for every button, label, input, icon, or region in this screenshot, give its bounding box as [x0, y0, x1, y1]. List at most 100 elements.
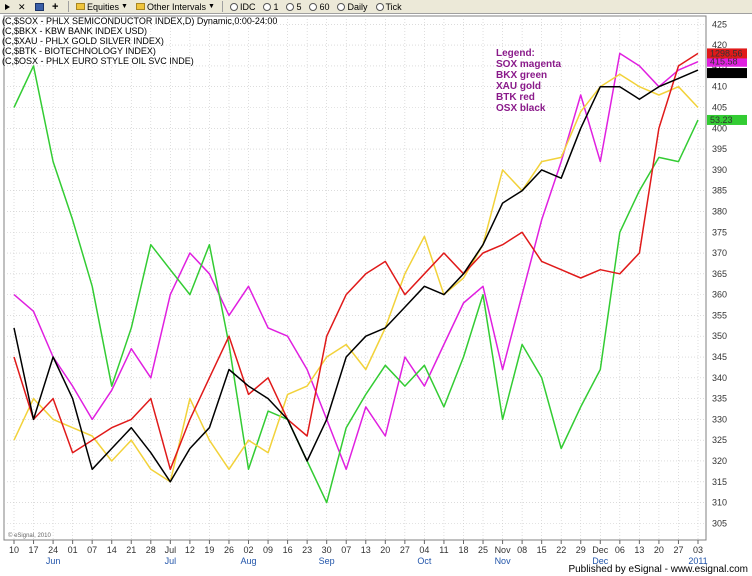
x-month-label: Aug — [241, 556, 257, 566]
legend-entry: OSX black — [496, 103, 546, 114]
x-tick-label: 23 — [302, 545, 312, 555]
y-tick-label: 310 — [712, 498, 727, 508]
series-line-xau — [13, 73, 699, 483]
x-tick-label: 26 — [224, 545, 234, 555]
toolbar-item-60[interactable]: 60 — [306, 1, 332, 13]
x-tick-label: Nov — [495, 545, 512, 555]
toolbar-item-label: 5 — [296, 1, 302, 12]
x-tick-label: 25 — [478, 545, 488, 555]
y-tick-label: 400 — [712, 123, 727, 133]
close-icon: ✕ — [18, 1, 26, 12]
x-tick-label: 29 — [576, 545, 586, 555]
x-tick-label: 19 — [204, 545, 214, 555]
chart: 305 310 315 320 325 330 335 340 345 350 355 360 365 3… — [2, 15, 748, 575]
clock-icon — [286, 2, 295, 11]
x-tick-label: 27 — [400, 545, 410, 555]
y-tick-label: 385 — [712, 186, 727, 196]
clock-icon — [229, 2, 238, 11]
add-icon: + — [52, 0, 59, 13]
toolbar-item-1[interactable]: 1 — [260, 1, 281, 13]
value-tag-bkx — [707, 114, 747, 125]
series-line-osx — [13, 69, 699, 483]
y-tick-label: 390 — [712, 165, 727, 175]
dropdown-caret-icon: ▼ — [208, 3, 215, 10]
legend-entry: BKX green — [496, 70, 547, 81]
value-tag-label: 1298.56 — [710, 48, 743, 58]
y-tick-label: 320 — [712, 456, 727, 466]
x-tick-label: 16 — [283, 545, 293, 555]
x-month-label: Sep — [319, 556, 335, 566]
header-line: (C,$XAU - PHLX GOLD SILVER INDEX) — [2, 36, 164, 46]
x-month-label: 2011 — [688, 556, 707, 566]
y-tick-label: 355 — [712, 310, 727, 320]
x-month-label: Jun — [46, 556, 61, 566]
clock-icon — [337, 2, 346, 11]
x-month-label: Dec — [592, 556, 609, 566]
arrow-icon — [5, 3, 10, 10]
y-tick-label: 420 — [712, 40, 727, 50]
y-tick-label: 365 — [712, 269, 727, 279]
toolbar-item-5[interactable]: 5 — [283, 1, 304, 13]
x-tick-label: 08 — [517, 545, 527, 555]
folder-icon — [76, 3, 85, 10]
toolbar-item-label: 60 — [319, 1, 330, 12]
x-tick-label: 12 — [185, 545, 195, 555]
header-line: (C,$SOX - PHLX SEMICONDUCTOR INDEX,D) Dy… — [2, 16, 277, 26]
watermark: © eSignal, 2010 — [8, 532, 51, 539]
x-tick-label: 21 — [126, 545, 136, 555]
header-line: (C,$BTK - BIOTECHNOLOGY INDEX) — [2, 46, 156, 56]
x-tick-label: 14 — [107, 545, 117, 555]
x-tick-label: 04 — [419, 545, 429, 555]
toolbar-item-idc[interactable]: IDC — [227, 1, 259, 13]
y-tick-label: 375 — [712, 227, 727, 237]
toolbar-item-label: Daily — [347, 1, 368, 12]
toolbar-separator — [221, 1, 223, 12]
y-tick-label: 360 — [712, 290, 727, 300]
value-tag-sox — [707, 56, 747, 67]
toolbar-item-daily[interactable]: Daily — [334, 1, 370, 13]
value-tag-btk — [707, 48, 747, 59]
y-tick-label: 340 — [712, 373, 727, 383]
x-tick-label: 01 — [68, 545, 78, 555]
y-tick-label: 305 — [712, 518, 727, 528]
toolbar-item-label: Other Intervals — [146, 1, 206, 12]
y-tick-label: 370 — [712, 248, 727, 258]
y-tick-label: 405 — [712, 102, 727, 112]
x-tick-label: 13 — [634, 545, 644, 555]
footer-credit: Published by eSignal - www.esignal.com — [568, 564, 748, 575]
legend-entry: SOX magenta — [496, 59, 561, 70]
x-tick-label: 27 — [673, 545, 683, 555]
toolbar-item-close[interactable]: ✕ — [15, 1, 30, 13]
x-tick-label: 20 — [380, 545, 390, 555]
toolbar-item-other-intervals[interactable]: Other Intervals ▼ — [133, 1, 218, 13]
y-tick-label: 380 — [712, 206, 727, 216]
x-tick-label: 06 — [615, 545, 625, 555]
x-month-label: Jul — [165, 556, 177, 566]
dropdown-caret-icon: ▼ — [121, 3, 128, 10]
x-tick-label: 22 — [556, 545, 566, 555]
x-month-label: Oct — [417, 556, 432, 566]
x-tick-label: 13 — [361, 545, 371, 555]
x-tick-label: 03 — [693, 545, 703, 555]
header-line: (C,$BKX - KBW BANK INDEX USD) — [2, 26, 147, 36]
y-tick-label: 315 — [712, 477, 727, 487]
toolbar-item-tick[interactable]: Tick — [373, 1, 405, 13]
series-line-bkx — [13, 65, 699, 504]
toolbar-separator — [68, 1, 69, 12]
x-tick-label: 10 — [9, 545, 19, 555]
toolbar-item-add[interactable]: + — [49, 1, 64, 13]
toolbar-item-arrow[interactable] — [2, 1, 13, 13]
toolbar-item-equities[interactable]: Equities ▼ — [73, 1, 131, 13]
header-line: (C,$OSX - PHLX EURO STYLE OIL SVC INDE) — [2, 56, 194, 66]
y-tick-label: 395 — [712, 144, 727, 154]
toolbar-item-label: Tick — [385, 1, 402, 12]
clock-icon — [263, 2, 272, 11]
y-tick-label: 345 — [712, 352, 727, 362]
clock-icon — [309, 2, 318, 11]
x-tick-label: 02 — [244, 545, 254, 555]
toolbar-item-save[interactable] — [32, 1, 47, 13]
toolbar-item-label: IDC — [239, 1, 256, 12]
toolbar-item-label: Equities — [87, 1, 120, 12]
y-tick-label: 425 — [712, 19, 727, 29]
x-tick-label: 18 — [458, 545, 468, 555]
